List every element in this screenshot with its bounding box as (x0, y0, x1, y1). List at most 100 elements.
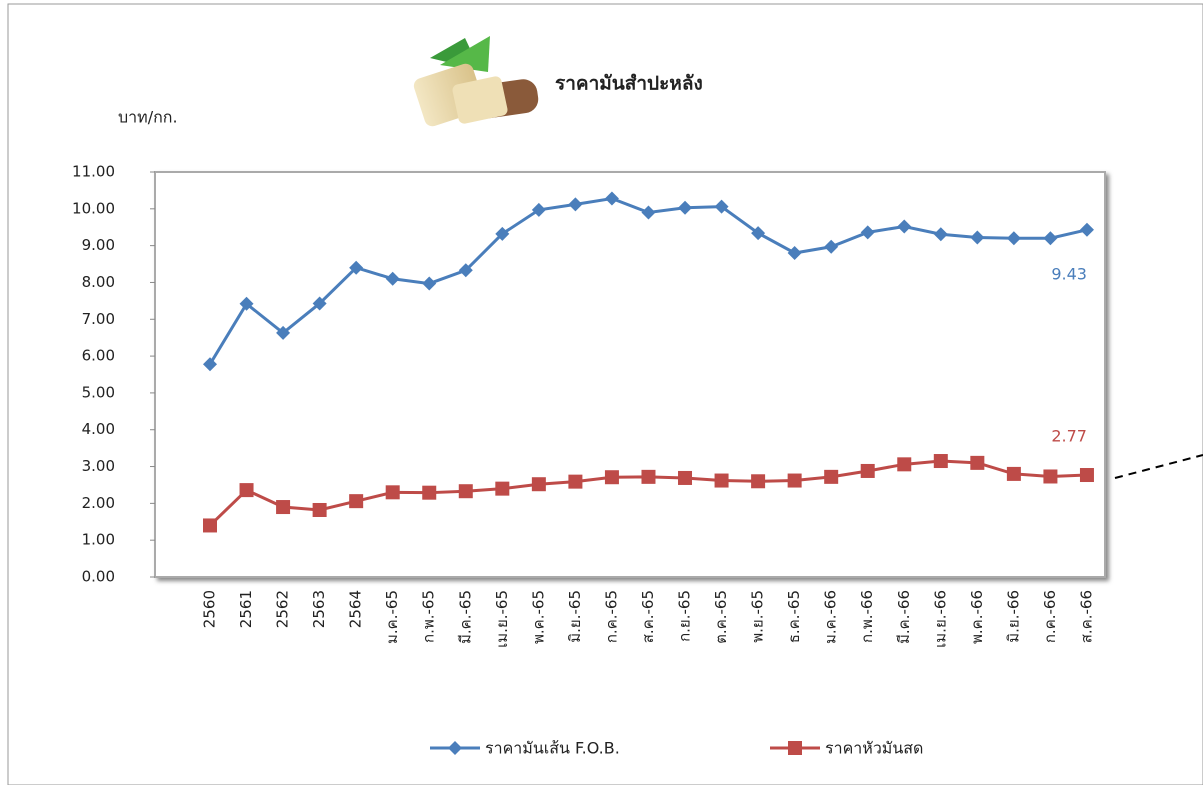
x-tick-label: ก.ค.-65 (602, 590, 620, 643)
point (422, 276, 437, 291)
x-tick-label: ก.ย.-65 (676, 590, 694, 642)
point (604, 191, 619, 206)
point (1006, 231, 1021, 246)
point (1079, 468, 1094, 483)
x-tick-label: เม.ย.-66 (931, 590, 949, 648)
x-tick-label: พ.ค.-66 (968, 590, 986, 644)
point (203, 518, 217, 533)
cassava-icon (413, 36, 539, 127)
point (714, 199, 729, 214)
x-tick-label: มิ.ย.-66 (1004, 590, 1022, 643)
point (1043, 469, 1058, 484)
point (970, 455, 985, 470)
y-tick-label: 6.00 (82, 347, 115, 365)
point (824, 239, 839, 254)
x-tick-label: ก.พ.-65 (420, 590, 438, 643)
y-tick-label: 9.00 (82, 236, 115, 254)
point (933, 227, 948, 242)
y-tick-label: 4.00 (82, 420, 115, 438)
y-tick-label: 10.00 (72, 199, 115, 217)
y-tick-label: 1.00 (82, 531, 115, 549)
point (458, 263, 473, 278)
point (641, 205, 656, 220)
x-tick-label: ธ.ค.-65 (785, 590, 803, 643)
point (678, 470, 693, 485)
legend-marker (448, 741, 462, 755)
point (349, 494, 364, 509)
legend-marker (788, 741, 802, 755)
point (824, 469, 839, 484)
point (385, 271, 400, 286)
legend-label: ราคาหัวมันสด (825, 739, 923, 758)
x-tick-label: ส.ค.-65 (639, 590, 657, 643)
x-tick-label: พ.ค.-65 (529, 590, 547, 644)
x-tick-label: มิ.ย.-65 (566, 590, 584, 643)
point (422, 485, 437, 500)
chart-title: ราคามันสำปะหลัง (555, 73, 703, 95)
point (203, 357, 217, 372)
x-tick-label: 2561 (237, 590, 255, 628)
x-tick-label: 2563 (310, 590, 328, 628)
point (897, 219, 912, 234)
point (787, 473, 802, 488)
legend-label: ราคามันเส้น F.O.B. (485, 739, 620, 758)
point (568, 197, 583, 212)
x-tick-label: 2564 (347, 590, 365, 628)
point (312, 296, 327, 311)
x-tick-label: 2562 (274, 590, 292, 628)
point (751, 474, 766, 489)
point (787, 246, 802, 260)
point (239, 296, 254, 311)
point (604, 470, 619, 485)
x-tick-label: มี.ค.-66 (895, 590, 913, 644)
point (678, 200, 693, 215)
y-tick-label: 5.00 (82, 383, 115, 401)
point (458, 484, 473, 499)
point (714, 473, 729, 488)
x-tick-label: พ.ย.-65 (749, 590, 767, 643)
point (751, 226, 766, 241)
x-tick-label: ก.ค.-66 (1041, 590, 1059, 643)
x-tick-label: มี.ค.-65 (456, 590, 474, 644)
y-tick-label: 11.00 (72, 163, 115, 181)
point (860, 463, 875, 478)
point (1006, 466, 1021, 481)
point (970, 230, 985, 245)
x-tick-label: เม.ย.-65 (493, 590, 511, 648)
point (860, 225, 875, 240)
y-axis-label: บาท/กก. (118, 108, 178, 127)
point (641, 469, 656, 484)
x-tick-label: ต.ค.-65 (712, 590, 730, 644)
y-tick-label: 2.00 (82, 494, 115, 512)
point (1043, 231, 1058, 246)
point (897, 457, 912, 472)
point (495, 226, 510, 241)
x-tick-label: ม.ค.-66 (822, 590, 840, 644)
point (385, 485, 400, 500)
point (239, 483, 254, 498)
x-tick-label: ม.ค.-65 (383, 590, 401, 644)
plot-area (154, 171, 1106, 578)
y-tick-label: 0.00 (82, 568, 115, 586)
point (531, 202, 546, 217)
y-tick-label: 7.00 (82, 310, 115, 328)
x-tick-label: ก.พ.-66 (858, 590, 876, 643)
point (531, 477, 546, 492)
data-label: 2.77 (1051, 427, 1087, 446)
x-tick-label: ส.ค.-66 (1077, 590, 1095, 643)
point (276, 325, 291, 340)
dashed-connector (1114, 454, 1203, 479)
point (276, 500, 291, 515)
point (568, 474, 583, 489)
x-tick-label: 2560 (201, 590, 219, 628)
point (1079, 222, 1094, 237)
point (349, 260, 364, 275)
point (495, 481, 510, 496)
y-tick-label: 3.00 (82, 457, 115, 475)
point (933, 454, 948, 469)
y-tick-label: 8.00 (82, 273, 115, 291)
data-label: 9.43 (1051, 264, 1087, 283)
point (312, 502, 327, 517)
